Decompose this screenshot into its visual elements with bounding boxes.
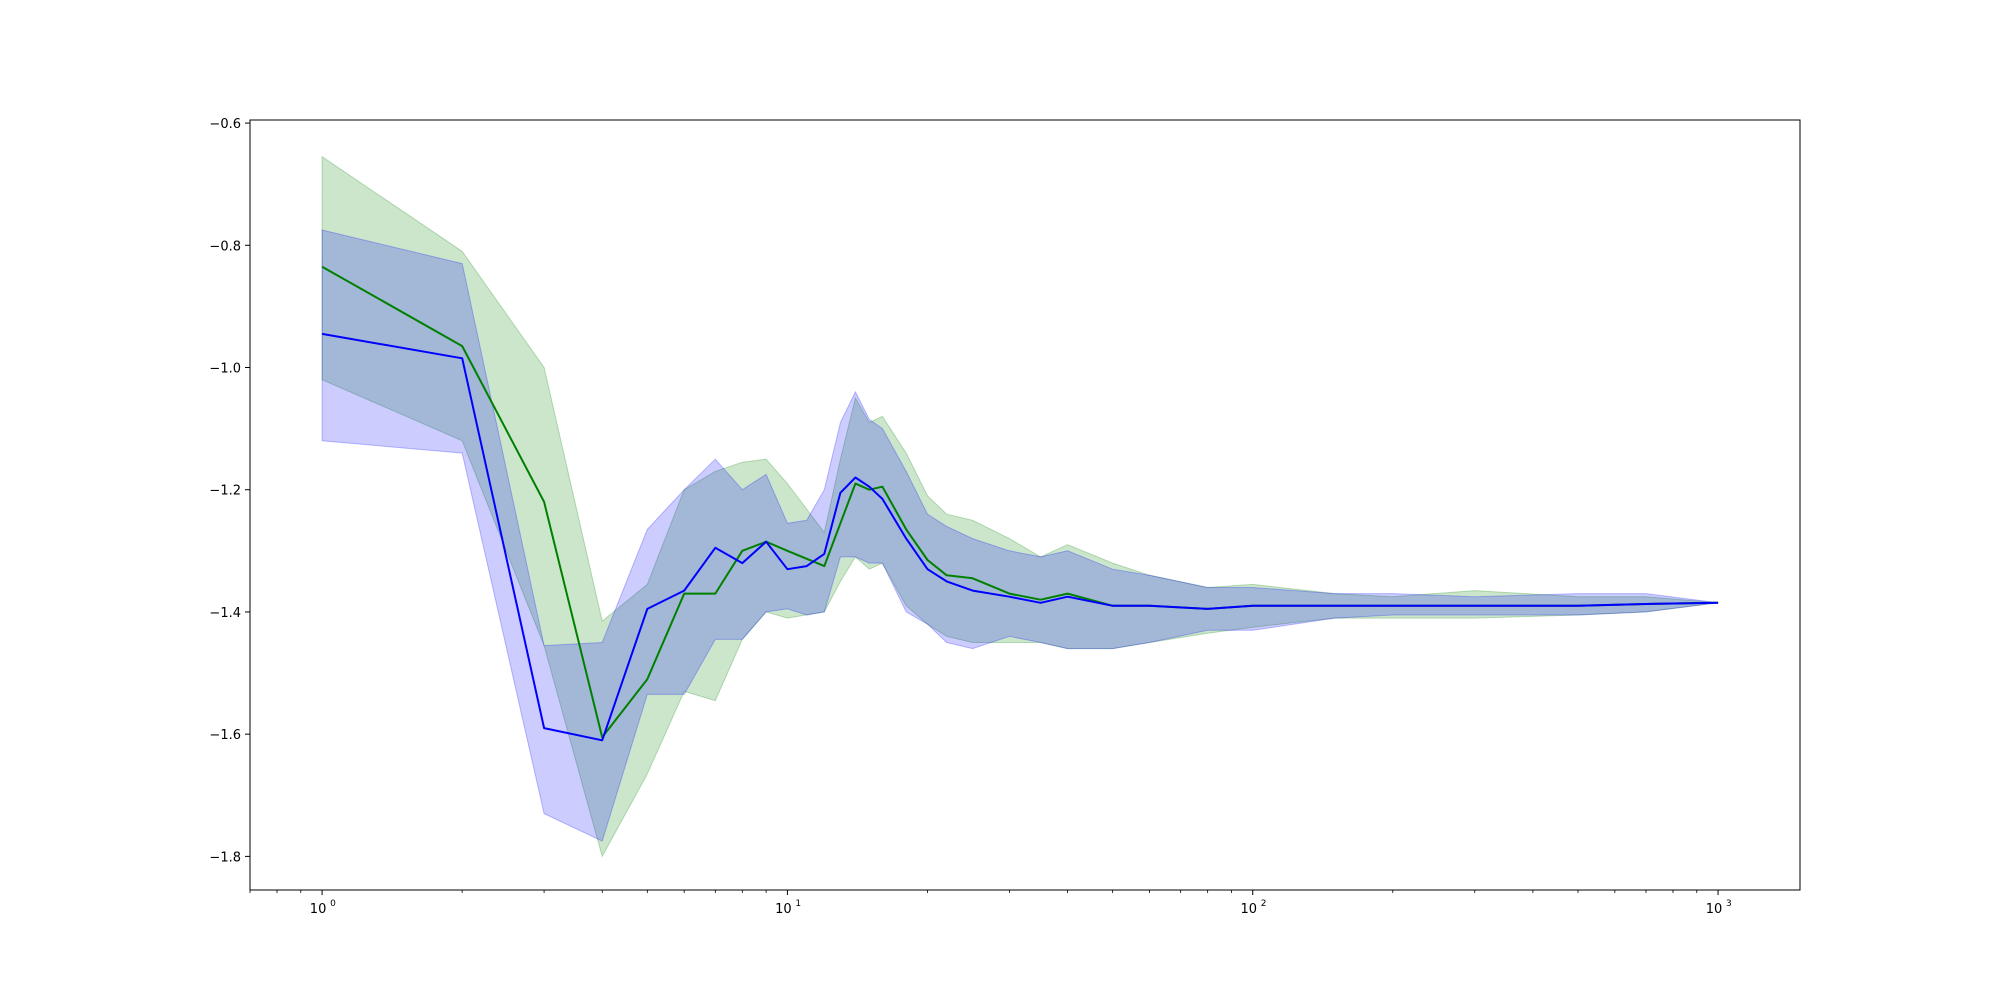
- y-tick-label: −0.8: [209, 239, 241, 254]
- x-tick-label: 10: [310, 902, 327, 917]
- x-tick-base: 10: [310, 902, 327, 917]
- series-0-band: [321, 155, 1719, 858]
- series-1-line: [321, 332, 1719, 742]
- y-tick-label: −1.0: [209, 362, 241, 377]
- y-tick-label: −1.4: [209, 606, 241, 621]
- y-tick-label: −1.6: [209, 728, 241, 743]
- series-lines: [321, 265, 1719, 742]
- series-1-band: [321, 229, 1719, 842]
- confidence-bands: [321, 155, 1719, 858]
- plot-frame: [249, 119, 1801, 891]
- y-axis: −0.6 −0.8 −1.0 −1.2 −1.4 −1.6 −1.8: [209, 117, 250, 865]
- x-tick-label: 10: [1240, 902, 1257, 917]
- y-tick-label: −0.6: [209, 117, 241, 132]
- x-tick-exponent: 2: [1261, 899, 1267, 909]
- x-tick-exponent: 0: [330, 899, 336, 909]
- x-tick-label: 10: [1706, 902, 1723, 917]
- x-tick-label: 10: [775, 902, 792, 917]
- y-tick-label: −1.8: [209, 850, 241, 865]
- y-tick-label: −1.2: [209, 484, 241, 499]
- x-axis: 10 0 10 1 10 2 10 3: [249, 890, 1732, 917]
- x-tick-base: 10: [1240, 902, 1257, 917]
- x-tick-base: 10: [1706, 902, 1723, 917]
- x-tick-exponent: 3: [1726, 899, 1732, 909]
- x-tick-base: 10: [775, 902, 792, 917]
- x-tick-exponent: 1: [795, 899, 801, 909]
